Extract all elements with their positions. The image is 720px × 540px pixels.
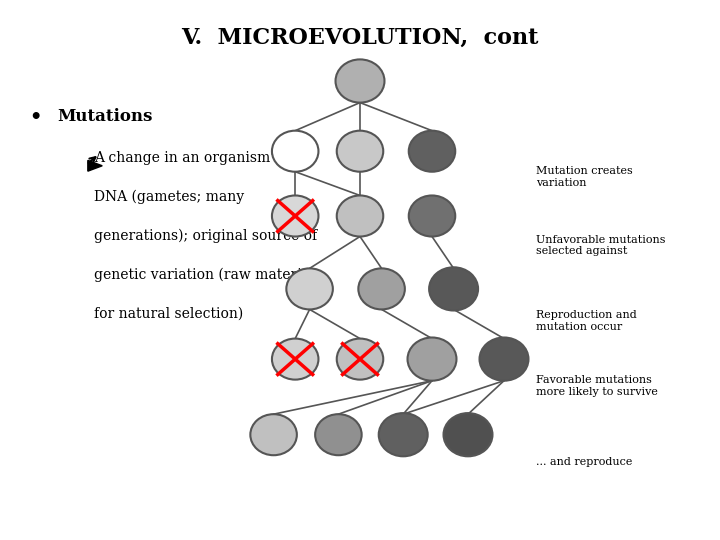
Text: Unfavorable mutations
selected against: Unfavorable mutations selected against bbox=[536, 235, 666, 256]
Text: DNA (gametes; many: DNA (gametes; many bbox=[94, 190, 244, 205]
Text: ... and reproduce: ... and reproduce bbox=[536, 457, 633, 467]
Ellipse shape bbox=[272, 131, 318, 172]
Ellipse shape bbox=[379, 413, 428, 456]
Ellipse shape bbox=[272, 195, 318, 237]
Ellipse shape bbox=[337, 131, 383, 172]
Text: A change in an organism’s: A change in an organism’s bbox=[94, 151, 282, 165]
Ellipse shape bbox=[359, 268, 405, 309]
Text: Mutations: Mutations bbox=[58, 108, 153, 125]
Ellipse shape bbox=[251, 414, 297, 455]
Ellipse shape bbox=[409, 131, 455, 172]
Ellipse shape bbox=[337, 339, 383, 380]
Text: •: • bbox=[29, 108, 41, 127]
Ellipse shape bbox=[409, 195, 455, 237]
Text: Favorable mutations
more likely to survive: Favorable mutations more likely to survi… bbox=[536, 375, 658, 397]
Ellipse shape bbox=[429, 267, 478, 310]
Ellipse shape bbox=[336, 59, 384, 103]
Ellipse shape bbox=[287, 268, 333, 309]
Ellipse shape bbox=[480, 338, 528, 381]
Ellipse shape bbox=[315, 414, 361, 455]
Ellipse shape bbox=[444, 413, 492, 456]
Text: generations); original source of: generations); original source of bbox=[94, 229, 317, 244]
Text: Reproduction and
mutation occur: Reproduction and mutation occur bbox=[536, 310, 637, 332]
Text: for natural selection): for natural selection) bbox=[94, 307, 243, 321]
Ellipse shape bbox=[408, 338, 456, 381]
Text: genetic variation (raw material: genetic variation (raw material bbox=[94, 268, 314, 282]
Text: Mutation creates
variation: Mutation creates variation bbox=[536, 166, 633, 188]
Ellipse shape bbox=[337, 195, 383, 237]
Ellipse shape bbox=[272, 339, 318, 380]
Polygon shape bbox=[88, 160, 102, 171]
Text: V.  MICROEVOLUTION,  cont: V. MICROEVOLUTION, cont bbox=[181, 27, 539, 49]
